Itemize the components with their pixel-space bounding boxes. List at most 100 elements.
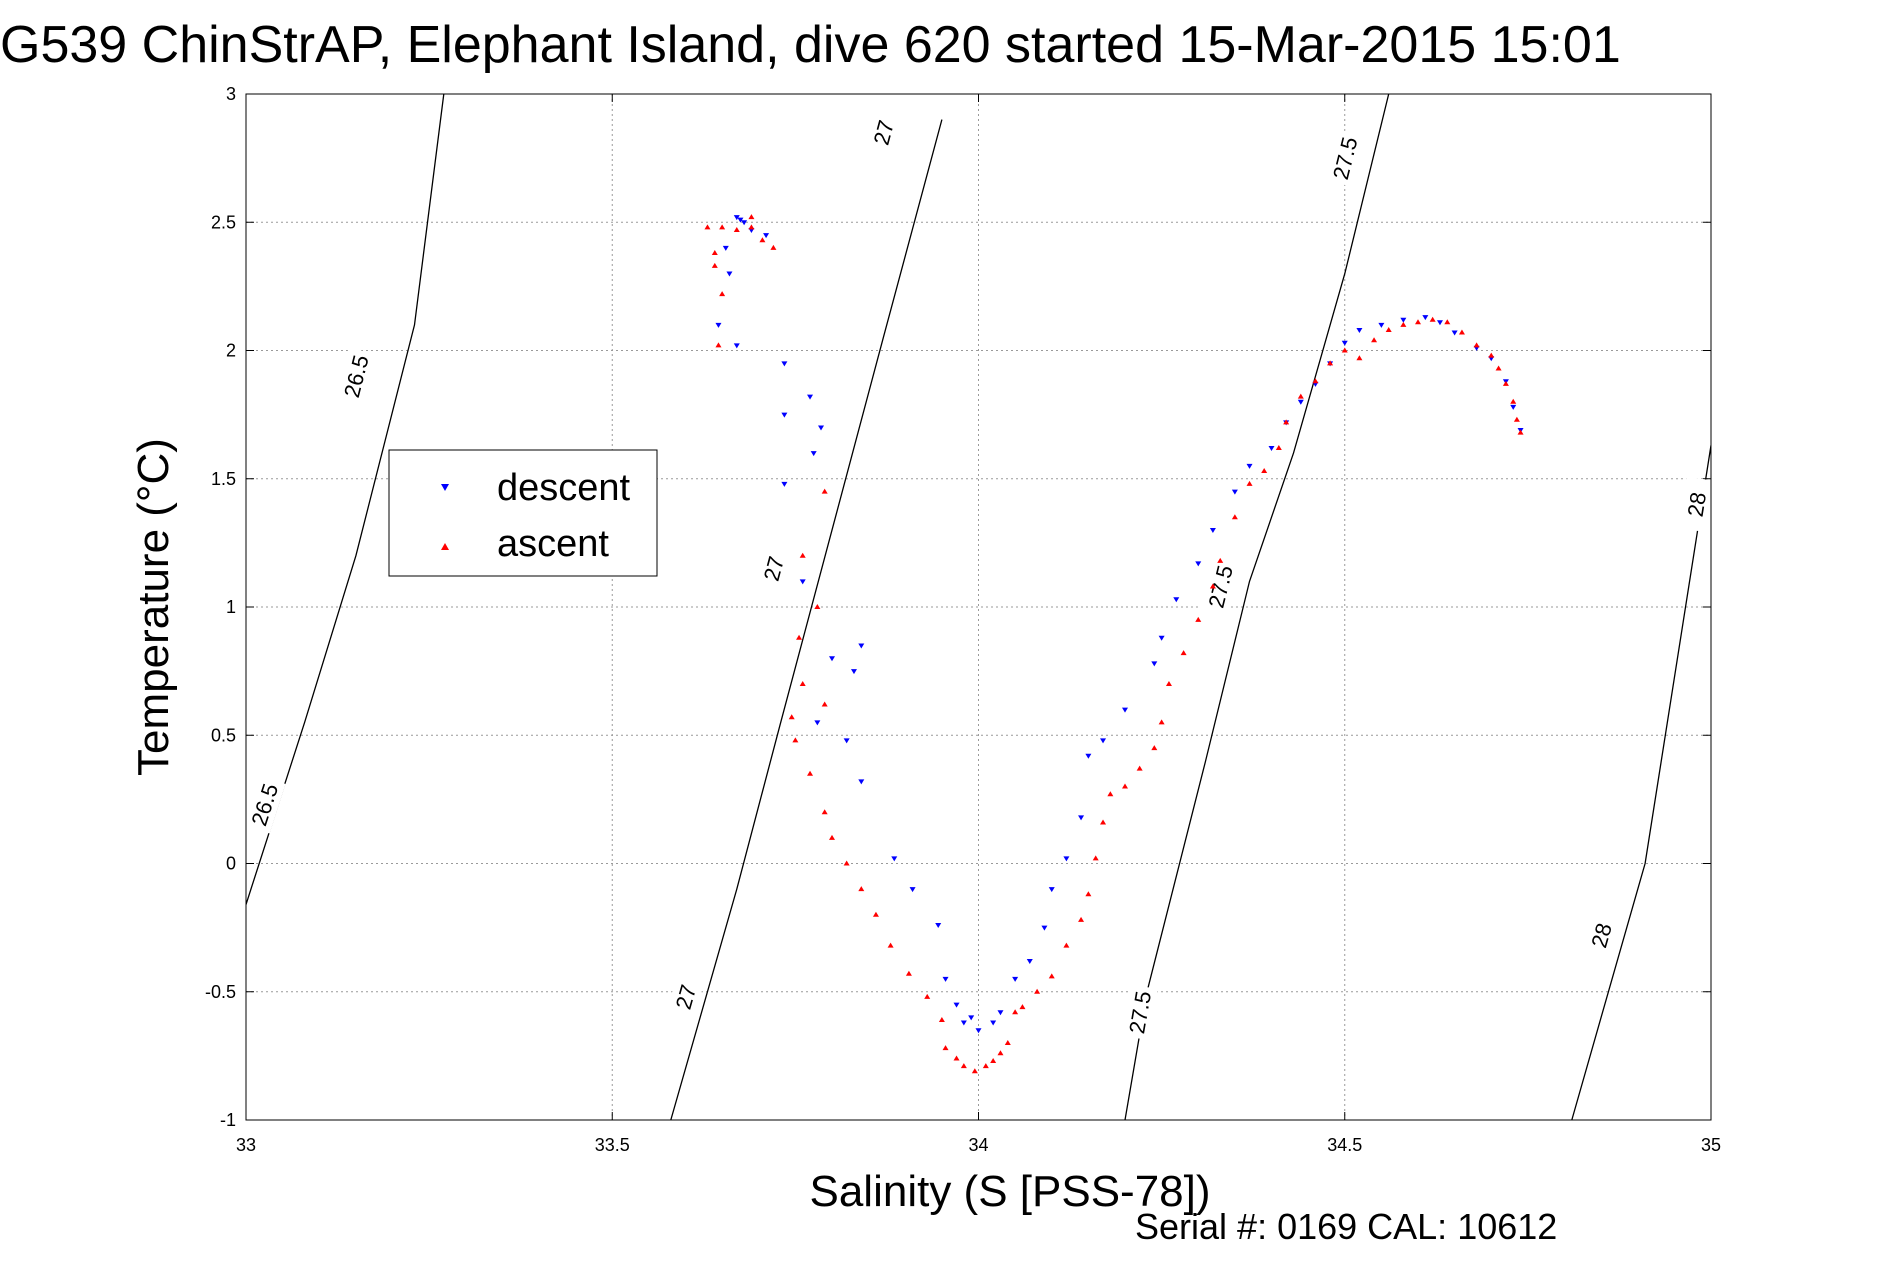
ascent-point: [1312, 378, 1319, 384]
descent-point: [1378, 322, 1385, 328]
ascent-point: [858, 886, 865, 892]
ascent-point: [1019, 1004, 1026, 1010]
legend-descent-marker: [441, 484, 449, 491]
ascent-point: [1217, 557, 1224, 563]
descent-point: [722, 245, 729, 251]
ascent-point: [843, 860, 850, 866]
ascent-point: [1165, 680, 1172, 686]
descent-point: [781, 412, 788, 418]
y-tick-label: -0.5: [205, 982, 236, 1002]
ascent-point: [982, 1063, 989, 1069]
ascent-point: [1458, 329, 1465, 335]
ascent-point: [821, 701, 828, 707]
ascent-point: [1078, 916, 1085, 922]
ascent-point: [1034, 988, 1041, 994]
contour-label-bg: [753, 539, 794, 598]
legend-descent-label: descent: [497, 467, 631, 509]
ascent-point: [1100, 819, 1107, 825]
ascent-point: [770, 244, 777, 250]
ascent-point: [715, 342, 722, 348]
legend-ascent-marker: [441, 543, 449, 550]
descent-series: [715, 215, 1524, 1034]
ascent-point: [1275, 444, 1282, 450]
x-tick-label: 34.5: [1327, 1135, 1362, 1155]
ascent-point: [1502, 380, 1509, 386]
y-tick-label: 1: [226, 597, 236, 617]
ascent-point: [1261, 468, 1268, 474]
ascent-point: [1180, 650, 1187, 656]
legend-ascent-label: ascent: [497, 523, 609, 565]
descent-point: [733, 215, 740, 221]
ascent-point: [1415, 319, 1421, 325]
descent-point: [1451, 330, 1458, 336]
descent-point: [763, 233, 770, 239]
descent-point: [1158, 635, 1165, 641]
y-tick-label: 0.5: [211, 725, 236, 745]
descent-point: [891, 856, 898, 862]
contour-label-bg: [246, 775, 286, 834]
descent-point: [843, 738, 850, 744]
ascent-point: [796, 634, 803, 640]
ascent-point: [1048, 973, 1055, 979]
ascent-point: [905, 970, 912, 976]
grid: [245, 93, 1712, 1121]
descent-point: [968, 1015, 975, 1021]
contour-label-bg: [664, 968, 707, 1026]
contour-label-bg: [1200, 557, 1241, 616]
ascent-point: [748, 224, 755, 230]
isopycnal-line-26.5: [246, 94, 445, 905]
data-points: [704, 214, 1524, 1074]
ascent-point: [1209, 583, 1216, 589]
ascent-point: [1004, 1040, 1011, 1046]
descent-point: [1246, 463, 1253, 469]
descent-point: [1231, 489, 1238, 495]
descent-point: [781, 361, 788, 367]
ascent-series: [704, 214, 1524, 1074]
ascent-point: [1356, 355, 1363, 361]
ascent-point: [942, 1045, 949, 1051]
contour-label-26.5: 26.5: [339, 352, 374, 400]
descent-point: [850, 669, 857, 675]
descent-point: [1173, 597, 1180, 603]
plot-area-frame: [245, 93, 1712, 1121]
descent-point: [1356, 327, 1363, 333]
contour-label-bg: [335, 347, 376, 405]
ascent-point: [711, 262, 718, 268]
ascent-point: [1283, 419, 1290, 425]
descent-point: [858, 779, 865, 785]
x-tick-label: 35: [1701, 1135, 1721, 1155]
ascent-point: [953, 1055, 960, 1061]
ascent-point: [887, 942, 894, 948]
descent-point: [1012, 976, 1019, 982]
legend: descent ascent: [388, 449, 658, 577]
descent-point: [1400, 317, 1407, 323]
ascent-point: [1341, 347, 1348, 353]
descent-point: [1195, 561, 1202, 567]
ascent-point: [719, 291, 726, 297]
ascent-point: [971, 1068, 978, 1074]
ascent-point: [1063, 942, 1070, 948]
contour-label-bg: [1121, 984, 1158, 1041]
descent-point: [799, 579, 806, 585]
ascent-point: [733, 226, 740, 232]
ascent-point: [1231, 514, 1238, 520]
descent-point: [942, 976, 949, 982]
ascent-point: [1429, 316, 1436, 322]
descent-point: [1151, 661, 1158, 667]
contour-label-bg: [863, 103, 904, 162]
ascent-point: [1297, 393, 1304, 399]
y-tick-labels: -1 -0.5 0 0.5 1 1.5 2 2.5 3: [205, 84, 236, 1130]
ascent-point: [807, 770, 814, 776]
ascent-point: [1495, 365, 1502, 371]
descent-point: [1085, 753, 1092, 759]
ascent-point: [704, 224, 711, 230]
descent-point: [814, 720, 821, 726]
ascent-point: [821, 809, 828, 815]
ascent-point: [1517, 429, 1524, 435]
descent-point: [1063, 856, 1070, 862]
descent-point: [1510, 404, 1517, 410]
ascent-point: [829, 834, 835, 840]
legend-box: [388, 449, 658, 577]
ascent-point: [1510, 398, 1517, 404]
descent-point: [715, 322, 722, 328]
